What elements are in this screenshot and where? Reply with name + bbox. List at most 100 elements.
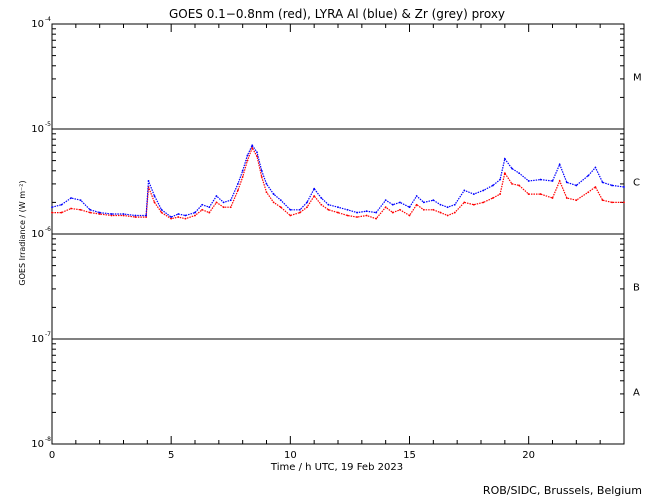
data-point (623, 201, 625, 204)
data-point (482, 189, 485, 192)
data-point (446, 214, 449, 217)
data-point (246, 159, 249, 162)
data-point (241, 175, 244, 178)
y-tick-exponent: -8 (45, 436, 51, 443)
data-point (122, 213, 125, 215)
data-point (453, 211, 456, 214)
data-point (439, 203, 442, 206)
data-point (356, 216, 358, 218)
data-point (89, 211, 92, 214)
data-point (79, 199, 82, 202)
data-point (215, 195, 218, 197)
data-point (122, 214, 125, 217)
data-point (408, 206, 411, 209)
data-point (229, 206, 232, 209)
x-tick-label: 0 (49, 450, 55, 461)
data-point (365, 214, 368, 217)
data-point (384, 206, 387, 209)
data-point (492, 197, 494, 199)
data-point (558, 180, 561, 182)
chart-title: GOES 0.1−0.8nm (red), LYRA Al (blue) & Z… (169, 7, 505, 21)
data-point (422, 201, 425, 204)
data-point (356, 211, 358, 214)
data-point (503, 157, 506, 160)
data-point (145, 214, 148, 217)
data-point (147, 180, 150, 182)
data-point (272, 193, 275, 195)
flare-class-label: C (633, 178, 640, 189)
data-point (208, 211, 211, 214)
data-point (558, 163, 561, 166)
y-tick-exponent: -6 (45, 226, 51, 233)
data-point (320, 203, 323, 206)
y-tick-exponent: -4 (45, 16, 51, 23)
data-point (70, 197, 72, 199)
data-point (565, 197, 568, 199)
data-point (145, 216, 148, 218)
data-point (222, 201, 225, 204)
data-point (306, 201, 308, 204)
data-point (256, 155, 258, 158)
data-point (472, 203, 475, 206)
data-point (527, 180, 530, 182)
flare-class-label: M (633, 73, 642, 84)
data-point (265, 191, 268, 194)
data-point (313, 195, 316, 197)
data-point (306, 206, 308, 209)
data-point (511, 183, 513, 185)
data-point (251, 144, 254, 147)
data-point (432, 199, 435, 202)
data-point (241, 169, 244, 172)
data-point (289, 208, 292, 211)
data-point (446, 206, 449, 209)
data-point (110, 213, 113, 215)
data-point (587, 174, 590, 177)
data-point (518, 172, 521, 175)
data-point (256, 151, 258, 154)
y-tick-label: 10 (31, 334, 44, 345)
data-point (408, 214, 411, 217)
data-point (184, 217, 187, 220)
data-point (89, 208, 92, 211)
data-point (399, 208, 401, 211)
data-point (260, 169, 263, 172)
data-point (594, 186, 597, 188)
data-point (337, 211, 339, 214)
flare-class-label: B (633, 283, 640, 294)
data-point (260, 175, 263, 178)
data-point (215, 201, 218, 204)
data-point (463, 201, 466, 204)
data-point (70, 207, 72, 210)
data-point (229, 199, 232, 202)
data-point (170, 217, 173, 220)
data-point (503, 172, 506, 175)
data-point (601, 181, 604, 184)
data-point (320, 197, 323, 199)
x-tick-label: 10 (284, 450, 297, 461)
flare-class-label: A (633, 388, 640, 399)
data-point (601, 199, 604, 202)
data-point (237, 183, 239, 185)
data-point (177, 213, 180, 215)
data-point (160, 208, 163, 211)
data-point (98, 211, 101, 214)
data-point (346, 214, 349, 217)
x-tick-label: 5 (168, 450, 174, 461)
data-point (511, 167, 513, 170)
y-tick-label: 10 (31, 124, 44, 135)
data-point (365, 210, 368, 213)
data-point (453, 203, 456, 206)
data-point (611, 184, 613, 187)
data-point (60, 211, 63, 214)
y-tick-exponent: -5 (45, 121, 51, 128)
data-point (391, 203, 394, 206)
data-point (79, 208, 82, 211)
data-point (51, 211, 53, 214)
data-point (327, 203, 330, 206)
data-point (201, 203, 204, 206)
data-point (170, 216, 173, 218)
data-point (194, 211, 196, 214)
data-point (60, 203, 63, 206)
